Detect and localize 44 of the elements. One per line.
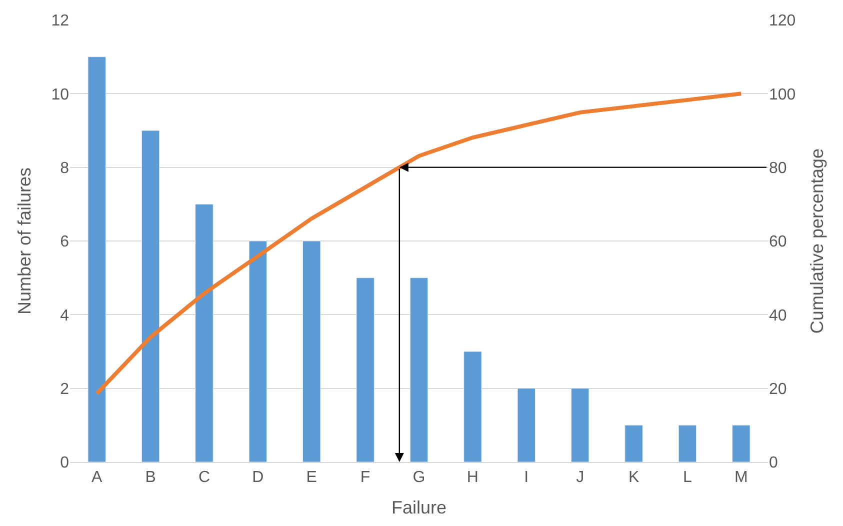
bar <box>517 388 536 462</box>
y-tick-label: 4 <box>60 307 70 324</box>
bar <box>356 278 374 462</box>
y2-tick-label: 80 <box>769 160 787 177</box>
y2-tick-label: 100 <box>769 86 796 104</box>
bar <box>464 351 482 462</box>
x-tick-label: J <box>576 469 584 486</box>
x-tick-label: F <box>360 469 370 486</box>
bar <box>248 240 268 462</box>
y2-tick-label: 120 <box>769 12 796 30</box>
y2-axis-title: Cumulative percentage <box>806 148 827 334</box>
y-axis-title: Number of failures <box>14 167 34 315</box>
bar <box>678 424 697 462</box>
y2-tick-label: 60 <box>769 234 787 251</box>
x-tick-label: M <box>734 469 748 486</box>
bar <box>410 278 428 462</box>
bar <box>570 388 590 462</box>
y2-tick-label: 40 <box>769 307 787 324</box>
x-tick-label: G <box>412 469 426 486</box>
y-tick-label: 2 <box>60 380 70 398</box>
x-tick-label: C <box>198 469 210 486</box>
y-tick-label: 6 <box>60 234 70 251</box>
y2-tick-label: 20 <box>769 380 787 398</box>
x-tick-label: K <box>628 469 640 486</box>
y-tick-label: 8 <box>60 160 70 177</box>
x-tick-label: B <box>145 469 156 486</box>
bar <box>141 130 160 462</box>
bar <box>732 424 750 462</box>
y-tick-label: 10 <box>51 86 70 104</box>
bar <box>624 424 643 462</box>
line-series <box>94 92 744 396</box>
bar <box>88 56 106 462</box>
y-tick-label: 0 <box>60 454 70 472</box>
x-tick-label: L <box>683 469 692 486</box>
x-tick-label: D <box>252 469 264 486</box>
x-tick-label: H <box>466 469 478 486</box>
y-tick-label: 12 <box>51 12 70 30</box>
bar <box>302 240 321 462</box>
x-tick-label: E <box>306 469 317 486</box>
x-axis-title: Failure <box>391 497 447 518</box>
bar <box>195 204 214 462</box>
x-tick-label: A <box>92 469 103 486</box>
y2-tick-label: 0 <box>769 454 778 472</box>
x-tick-label: I <box>524 469 529 486</box>
